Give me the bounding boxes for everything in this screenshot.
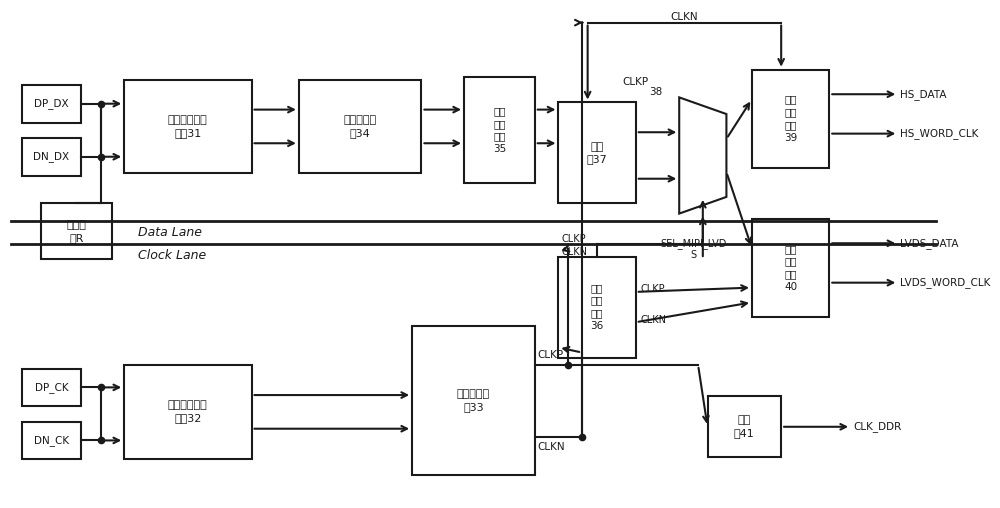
Text: 串并
转换
电路
39: 串并 转换 电路 39 <box>784 94 797 143</box>
Text: 串并
转换
电路
40: 串并 转换 电路 40 <box>784 244 797 292</box>
Text: 模数转换电
路33: 模数转换电 路33 <box>457 389 490 412</box>
FancyBboxPatch shape <box>22 85 81 122</box>
Text: DP_DX: DP_DX <box>34 98 69 109</box>
Text: CLKP: CLKP <box>641 284 665 294</box>
Text: SEL_MIPI_LVD
S: SEL_MIPI_LVD S <box>660 238 727 260</box>
FancyBboxPatch shape <box>22 138 81 176</box>
Text: DN_CK: DN_CK <box>34 435 69 446</box>
Text: DN_DX: DN_DX <box>33 151 69 162</box>
Text: 数控
延时
电路
36: 数控 延时 电路 36 <box>590 283 604 331</box>
Text: 38: 38 <box>649 87 662 98</box>
Text: HS_DATA: HS_DATA <box>900 89 947 100</box>
FancyBboxPatch shape <box>41 204 112 259</box>
Text: 终端电
阴R: 终端电 阴R <box>67 220 86 243</box>
Text: CLKN: CLKN <box>671 12 698 21</box>
Text: LVDS_WORD_CLK: LVDS_WORD_CLK <box>900 277 990 288</box>
FancyBboxPatch shape <box>708 396 781 457</box>
FancyBboxPatch shape <box>299 80 421 173</box>
FancyBboxPatch shape <box>412 326 535 475</box>
Text: CLKP: CLKP <box>561 234 586 244</box>
FancyBboxPatch shape <box>22 369 81 405</box>
Text: CLKN: CLKN <box>641 314 667 325</box>
FancyBboxPatch shape <box>752 70 829 168</box>
FancyBboxPatch shape <box>22 422 81 459</box>
Text: 模拟信号接收
电路31: 模拟信号接收 电路31 <box>168 115 208 138</box>
Text: Data Lane: Data Lane <box>138 226 202 239</box>
FancyBboxPatch shape <box>752 218 829 317</box>
Text: CLKN: CLKN <box>538 441 565 452</box>
Text: CLKP: CLKP <box>623 77 649 87</box>
FancyBboxPatch shape <box>558 103 636 204</box>
FancyBboxPatch shape <box>124 80 252 173</box>
Text: CLKN: CLKN <box>561 247 587 258</box>
Text: 分频
器41: 分频 器41 <box>734 416 755 438</box>
FancyBboxPatch shape <box>124 365 252 459</box>
FancyBboxPatch shape <box>464 77 535 183</box>
Text: CLK_DDR: CLK_DDR <box>854 421 902 432</box>
Text: CLKP: CLKP <box>538 350 564 360</box>
Text: 数控
延时
电路
35: 数控 延时 电路 35 <box>493 106 506 154</box>
Polygon shape <box>679 98 726 213</box>
Text: LVDS_DATA: LVDS_DATA <box>900 238 959 249</box>
Text: 比较
器37: 比较 器37 <box>587 142 607 165</box>
Text: HS_WORD_CLK: HS_WORD_CLK <box>900 128 978 139</box>
Text: 模数转换电
路34: 模数转换电 路34 <box>344 115 377 138</box>
Text: Clock Lane: Clock Lane <box>138 249 207 262</box>
Text: 模拟信号接收
电路32: 模拟信号接收 电路32 <box>168 400 208 423</box>
FancyBboxPatch shape <box>558 257 636 358</box>
Text: DP_CK: DP_CK <box>35 382 68 393</box>
